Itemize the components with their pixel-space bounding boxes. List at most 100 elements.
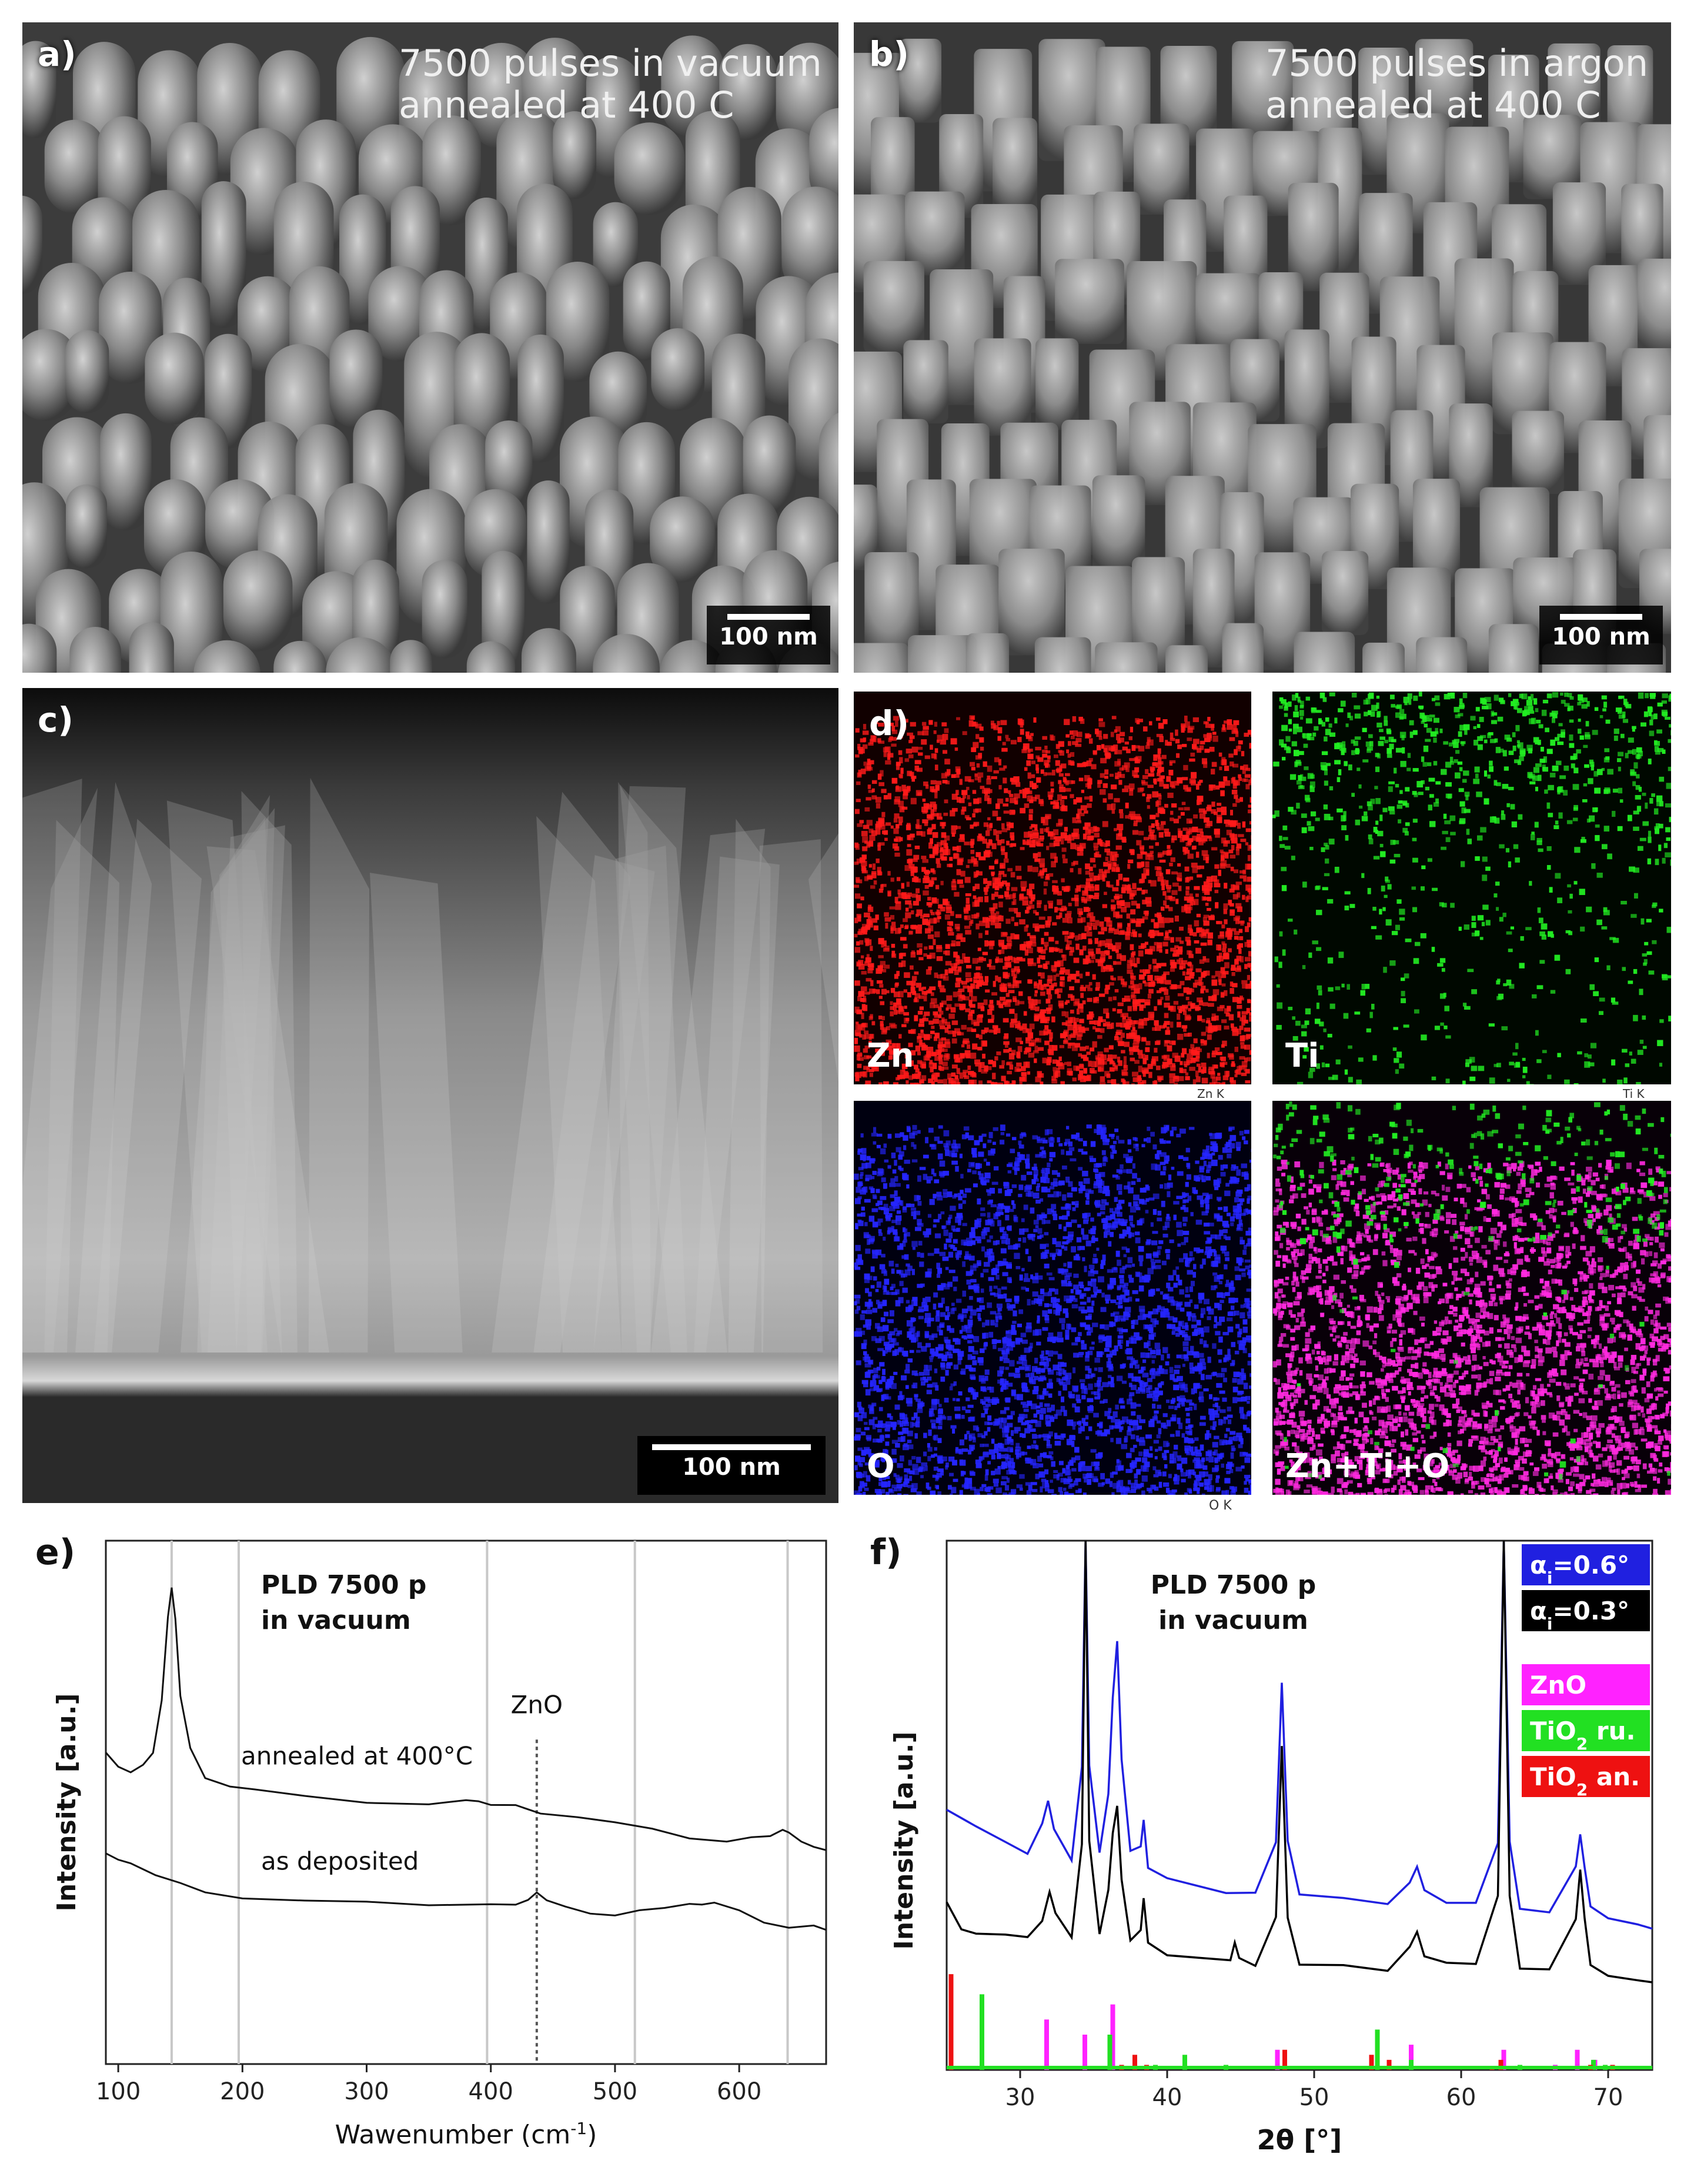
edx-dot bbox=[1173, 1001, 1179, 1005]
edx-dot bbox=[1241, 1015, 1247, 1021]
edx-dot bbox=[1147, 1064, 1153, 1070]
edx-dot bbox=[1140, 851, 1147, 855]
edx-dot bbox=[1064, 835, 1071, 841]
edx-dot bbox=[925, 928, 931, 934]
edx-dot bbox=[1316, 947, 1322, 951]
edx-dot bbox=[1589, 984, 1595, 990]
edx-dot bbox=[1496, 996, 1502, 1000]
edx-dot bbox=[1043, 963, 1047, 969]
caption-a: 7500 pulses in vacuum annealed at 400 C bbox=[399, 42, 822, 126]
edx-dot bbox=[1178, 816, 1181, 819]
edx-dot bbox=[997, 1082, 1004, 1084]
edx-dot bbox=[1308, 826, 1315, 831]
edx-dot bbox=[1149, 930, 1154, 933]
edx-dot bbox=[988, 1018, 994, 1023]
edx-dot bbox=[1431, 697, 1436, 702]
edx-dot bbox=[1459, 703, 1465, 709]
edx-dot bbox=[1607, 789, 1611, 794]
edx-dot bbox=[1493, 893, 1498, 898]
edx-dot bbox=[977, 957, 983, 963]
edx-dot bbox=[1467, 839, 1472, 844]
edx-dot bbox=[1122, 789, 1129, 793]
edx-dot bbox=[866, 978, 872, 982]
edx-dot bbox=[1353, 740, 1358, 746]
edx-dot bbox=[1310, 774, 1315, 779]
panel-a-sem-image: a) 7500 pulses in vacuum annealed at 400… bbox=[22, 22, 838, 673]
edx-dot bbox=[1053, 1067, 1057, 1071]
edx-dot bbox=[857, 747, 864, 750]
edx-dot bbox=[1044, 904, 1047, 911]
edx-dot bbox=[857, 903, 862, 909]
edx-dot bbox=[922, 819, 928, 824]
edx-dot bbox=[1329, 692, 1335, 697]
edx-dot bbox=[1607, 853, 1612, 860]
edx-dot bbox=[881, 1016, 885, 1020]
edx-dot bbox=[1080, 1383, 1085, 1390]
edx-dot bbox=[1536, 985, 1543, 990]
edx-dot bbox=[1249, 777, 1251, 783]
edx-dot bbox=[1142, 969, 1149, 974]
edx-dot bbox=[951, 829, 957, 834]
edx-dot bbox=[1276, 984, 1280, 988]
edx-dot bbox=[955, 977, 961, 981]
edx-dot bbox=[893, 828, 899, 834]
edx-dot bbox=[1551, 717, 1556, 723]
edx-dot bbox=[1620, 733, 1625, 739]
edx-dot bbox=[861, 924, 868, 930]
edx-dot bbox=[1101, 966, 1105, 973]
edx-dot bbox=[1069, 986, 1074, 990]
edx-dot bbox=[977, 797, 982, 804]
edx-dot bbox=[954, 1028, 960, 1034]
edx-map-ti: Ti bbox=[1272, 692, 1671, 1084]
edx-dot bbox=[1018, 1001, 1025, 1004]
nanorod bbox=[1552, 182, 1606, 285]
edx-dot bbox=[924, 806, 928, 813]
edx-dot bbox=[1048, 994, 1053, 1000]
edx-dot bbox=[972, 790, 977, 794]
edx-dot bbox=[1539, 759, 1545, 763]
edx-dot bbox=[992, 1083, 997, 1084]
edx-dot bbox=[1155, 1470, 1161, 1474]
edx-dot bbox=[1403, 696, 1409, 703]
edx-dot bbox=[1025, 1158, 1030, 1164]
edx-dot bbox=[1515, 724, 1520, 732]
edx-dot bbox=[1284, 706, 1288, 711]
edx-dot bbox=[1160, 809, 1165, 814]
edx-dot bbox=[1487, 733, 1492, 739]
edx-dot bbox=[1008, 907, 1015, 912]
edx-dot bbox=[898, 991, 904, 998]
edx-dot bbox=[1633, 867, 1639, 873]
edx-dot bbox=[951, 808, 958, 812]
edx-dot bbox=[1202, 917, 1208, 922]
edx-dot bbox=[891, 953, 897, 959]
edx-dot bbox=[1295, 760, 1301, 764]
edx-dot bbox=[1178, 1422, 1183, 1430]
edx-dot bbox=[1014, 800, 1018, 805]
edx-dot bbox=[870, 980, 874, 986]
edx-dot bbox=[1043, 881, 1048, 886]
edx-dot bbox=[1459, 818, 1466, 824]
edx-dot bbox=[1157, 917, 1164, 923]
edx-dot bbox=[1037, 851, 1041, 857]
edx-dot bbox=[1455, 750, 1460, 754]
edx-dot bbox=[1659, 1019, 1664, 1023]
edx-dot bbox=[1367, 887, 1371, 894]
edx-dot bbox=[868, 923, 873, 928]
edx-dot bbox=[1400, 713, 1406, 719]
edx-dot bbox=[1360, 990, 1365, 996]
edx-dot bbox=[1177, 1033, 1184, 1040]
edx-dot bbox=[1170, 732, 1174, 739]
edx-dot bbox=[1228, 1053, 1234, 1058]
edx-dot bbox=[1130, 980, 1134, 985]
edx-dot bbox=[964, 815, 970, 819]
edx-dot bbox=[958, 989, 965, 993]
edx-dot bbox=[1128, 985, 1134, 989]
edx-dot bbox=[1053, 754, 1058, 759]
edx-dot bbox=[1128, 1149, 1132, 1153]
edx-dot bbox=[968, 1000, 973, 1006]
edx-dot bbox=[934, 1077, 938, 1083]
edx-dot bbox=[1008, 1053, 1015, 1060]
edx-dot bbox=[1183, 784, 1188, 790]
edx-dot bbox=[857, 823, 863, 827]
edx-dot bbox=[885, 822, 891, 826]
